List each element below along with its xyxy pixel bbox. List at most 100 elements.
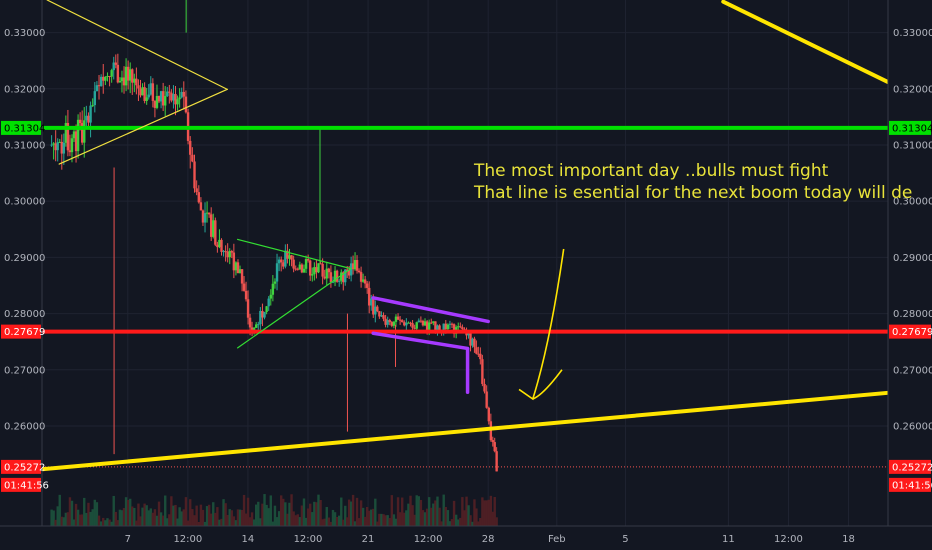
volume-bar-107 — [271, 521, 275, 526]
volume-bar-179 — [419, 499, 423, 526]
candle-60 — [174, 86, 177, 116]
candle-body-47 — [147, 94, 150, 98]
candle-43 — [139, 79, 142, 98]
volume-bar-210 — [483, 500, 486, 526]
x-tick-0: 7 — [125, 534, 131, 545]
candle-126 — [311, 267, 314, 282]
candle-body-25 — [102, 76, 105, 81]
volume-bar-169 — [398, 512, 402, 526]
candle-21 — [93, 82, 97, 113]
candle-184 — [430, 318, 433, 325]
candle-body-69 — [193, 161, 196, 189]
candle-108 — [273, 278, 277, 289]
candle-56 — [166, 86, 169, 97]
volume-bar-72 — [199, 504, 203, 526]
candle-body-86 — [228, 251, 231, 258]
candle-body-30 — [112, 62, 115, 71]
volume-bar-121 — [300, 505, 304, 526]
candle-54 — [161, 82, 165, 112]
volume-bar-43 — [139, 516, 142, 526]
y-tick-left-2: 0.31000 — [4, 140, 45, 151]
candle-136 — [331, 276, 335, 284]
volume-bar-99 — [254, 504, 258, 526]
volume-bar-77 — [210, 513, 213, 526]
price-tag-left-2-bg — [1, 459, 41, 474]
candle-body-133 — [325, 268, 328, 279]
x-tick-10: 12:00 — [774, 534, 803, 545]
candle-body-68 — [191, 154, 194, 162]
candle-body-155 — [370, 298, 373, 306]
candle-158 — [376, 305, 379, 313]
volume-bar-19 — [89, 511, 92, 526]
volume-bar-151 — [361, 507, 365, 526]
volume-bar-10 — [70, 500, 74, 526]
candle-body-24 — [99, 76, 103, 87]
price-tag-right-2-bg — [889, 459, 931, 474]
candle-180 — [421, 319, 425, 327]
volume-bar-103 — [263, 494, 266, 526]
y-axis-right-ticks: 0.33000 0.32000 0.31000 0.30000 0.29000 0.280… — [893, 28, 932, 432]
candle-body-214 — [491, 440, 494, 443]
x-tick-5: 12:00 — [414, 534, 443, 545]
candle-body-156 — [372, 298, 375, 315]
price-tag-left-2-text: 0.25272 — [4, 462, 45, 473]
candle-22 — [95, 81, 99, 92]
candle-body-64 — [182, 91, 185, 97]
candle-7 — [64, 115, 68, 147]
candle-body-169 — [398, 319, 402, 321]
candle-body-95 — [246, 299, 250, 318]
candle-4 — [58, 138, 61, 144]
volume-bar-68 — [191, 509, 194, 526]
candle-body-13 — [76, 119, 80, 152]
volume-bar-108 — [273, 505, 277, 526]
candle-body-146 — [351, 263, 355, 270]
candle-body-37 — [126, 66, 130, 81]
candle-122 — [302, 264, 306, 274]
volume-bar-74 — [203, 521, 207, 526]
candle-65 — [184, 90, 188, 114]
volume-bar-1 — [52, 510, 55, 526]
price-tag-right-1-bg — [889, 324, 931, 339]
volume-bar-168 — [396, 497, 400, 526]
volume-bar-35 — [122, 508, 126, 526]
candle-body-121 — [300, 264, 304, 273]
volume-bar-212 — [487, 499, 491, 526]
candle-71 — [197, 185, 201, 204]
candle-103 — [263, 311, 266, 320]
volume-bar-9 — [68, 497, 72, 526]
volume-bar-128 — [315, 502, 318, 526]
candle-124 — [306, 254, 310, 263]
candle-body-137 — [333, 270, 337, 282]
annotation-line-1: The most important day ..bulls must figh… — [473, 161, 829, 181]
volume-bar-4 — [58, 494, 61, 526]
candle-body-51 — [155, 95, 159, 108]
countdown-tag-text-1: 01:41:56 — [892, 480, 932, 491]
candle-body-132 — [323, 276, 326, 279]
volume-bar-180 — [421, 510, 425, 526]
trend-line-0 — [40, 390, 890, 472]
right-axis-panel — [888, 0, 932, 526]
volume-bar-60 — [174, 504, 177, 526]
volume-bar-148 — [355, 497, 359, 526]
volume-bar-80 — [216, 507, 219, 526]
candle-92 — [240, 269, 244, 292]
candle-body-59 — [172, 93, 175, 101]
candle-166 — [392, 320, 396, 329]
countdown-tag-bg-1 — [889, 477, 931, 492]
volume-bar-41 — [135, 520, 138, 526]
volume-bar-161 — [382, 514, 385, 526]
candle-body-161 — [382, 315, 385, 319]
price-tag-left-1-text: 0.27679 — [4, 327, 45, 338]
candle-10 — [70, 134, 74, 163]
countdown-tag-bg-0 — [1, 477, 41, 492]
candle-body-99 — [254, 324, 258, 328]
candle-body-33 — [118, 80, 122, 83]
grid-lines — [42, 0, 888, 526]
candle-150 — [359, 266, 363, 288]
volume-bar-83 — [222, 499, 225, 526]
candle-129 — [317, 263, 320, 274]
candle-body-77 — [210, 214, 213, 237]
candle-body-63 — [180, 91, 183, 98]
volume-bar-76 — [207, 504, 211, 526]
